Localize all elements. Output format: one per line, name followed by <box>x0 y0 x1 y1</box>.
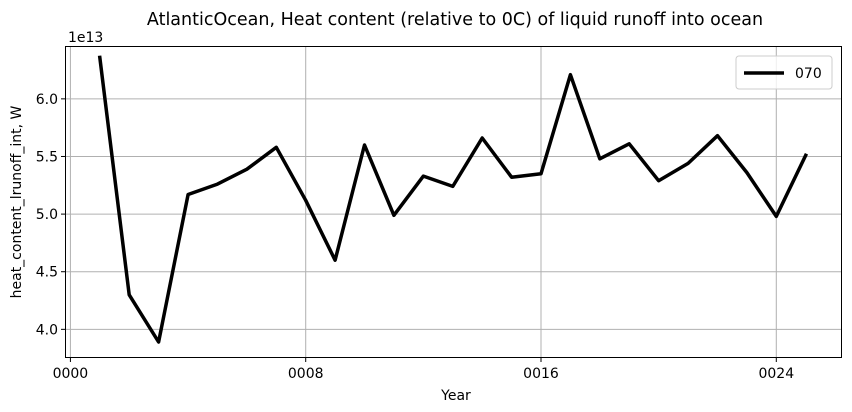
y-axis-label: heat_content_lrunoff_int, W <box>9 105 25 298</box>
x-tick-label: 0016 <box>523 366 559 382</box>
y-tick-label: 4.0 <box>36 322 58 338</box>
x-axis-label: Year <box>440 388 471 404</box>
x-tick-label: 0000 <box>53 366 89 382</box>
legend: 070 <box>735 55 833 90</box>
y-tick-label: 4.5 <box>36 265 58 281</box>
series-line <box>97 55 809 344</box>
y-tick-label: 5.5 <box>36 149 58 165</box>
plot-area-frame <box>65 46 842 358</box>
grid <box>66 47 841 357</box>
legend-label: 070 <box>795 66 822 82</box>
chart-title: AtlanticOcean, Heat content (relative to… <box>147 10 763 30</box>
series-group <box>97 55 809 344</box>
x-tick-label: 0008 <box>288 366 324 382</box>
y-tick-label: 5.0 <box>36 207 58 223</box>
y-axis-ticks: 4.0 4.5 5.0 5.5 6.0 <box>36 92 66 338</box>
y-axis-offset-label: 1e13 <box>68 30 103 46</box>
x-axis-ticks: 0000 0008 0016 0024 <box>53 357 794 382</box>
x-tick-label: 0024 <box>758 366 794 382</box>
y-tick-label: 6.0 <box>36 92 58 108</box>
